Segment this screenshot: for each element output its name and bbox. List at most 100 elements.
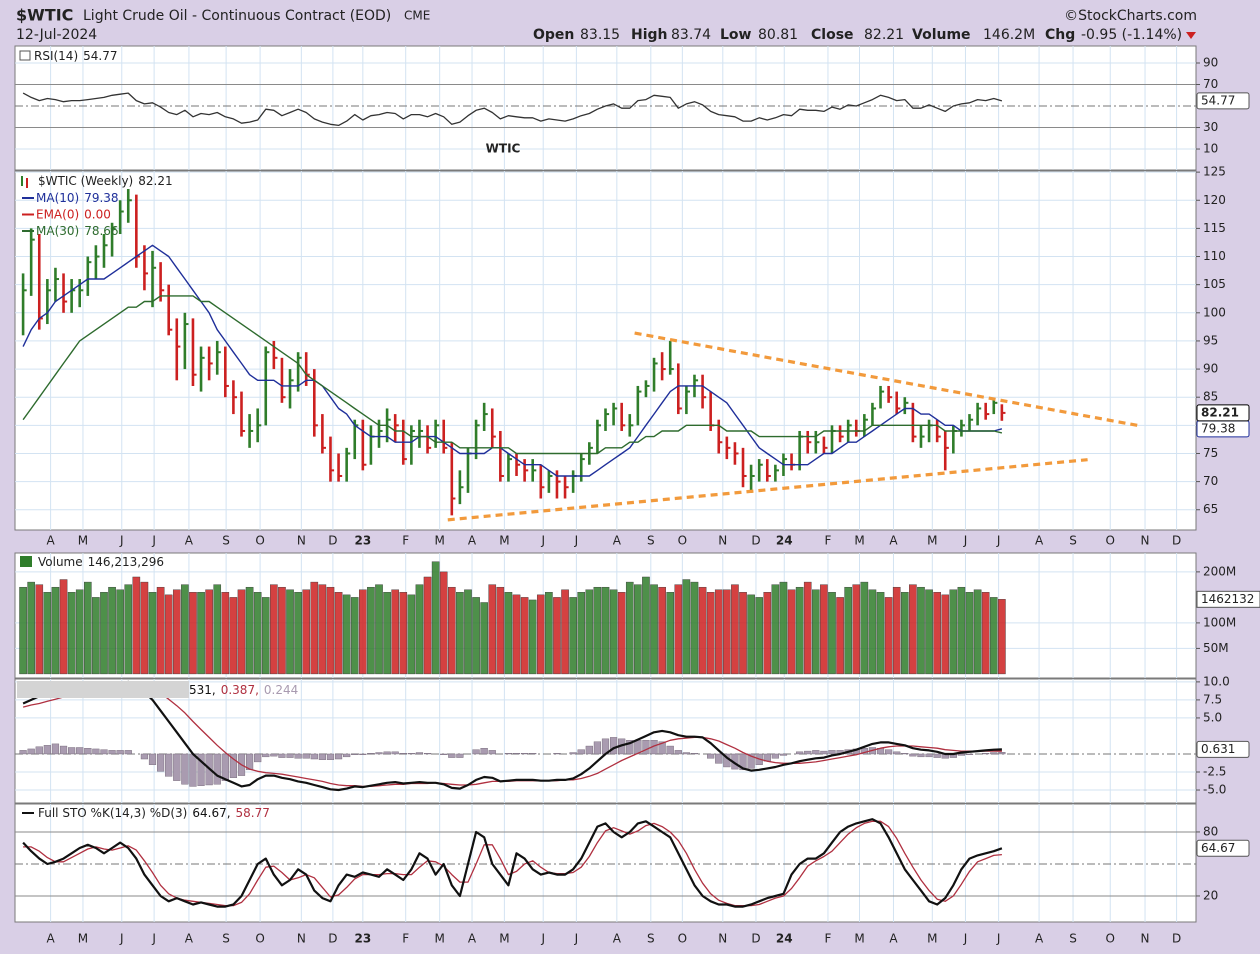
y-tick-label: -5.0: [1203, 783, 1226, 797]
volume-bar: [779, 581, 788, 675]
x-tick-label: D: [1172, 534, 1181, 548]
x-tick-label: M: [499, 932, 509, 946]
value-box-label: 64.67: [1201, 841, 1235, 855]
value-box-label: 54.77: [1201, 93, 1235, 107]
annotation: WTIC: [486, 142, 521, 156]
volume-bar: [261, 597, 270, 675]
volume-bar: [350, 597, 359, 675]
volume-bar: [876, 592, 885, 675]
volume-bar: [302, 589, 311, 675]
volume-bar: [682, 579, 691, 675]
volume-bar: [407, 594, 416, 675]
histogram-bar: [909, 753, 917, 757]
volume-bar: [132, 576, 141, 675]
volume-bar: [609, 589, 618, 675]
description: Light Crude Oil - Continuous Contract (E…: [83, 8, 391, 24]
line-series: [22, 295, 1003, 455]
histogram-bar: [682, 752, 690, 755]
volume-bar: [334, 592, 343, 675]
source: ©StockCharts.com: [1064, 8, 1197, 24]
histogram-bar: [448, 753, 456, 758]
volume-bar: [415, 584, 424, 675]
histogram-bar: [229, 753, 238, 778]
legend-text: MA(10): [36, 191, 79, 205]
x-tick-label: O: [255, 534, 264, 548]
histogram-bar: [375, 752, 383, 755]
histogram-bar: [642, 740, 650, 755]
panel: [14, 170, 1197, 531]
x-tick-label: S: [1069, 932, 1077, 946]
histogram-bar: [245, 753, 254, 771]
legend: Volume 146,213,296: [38, 555, 164, 569]
volume-bar: [488, 584, 497, 675]
x-tick-label: O: [1106, 534, 1115, 548]
volume-bar: [43, 592, 52, 675]
histogram-bar: [59, 745, 68, 755]
y-tick-label: 85: [1203, 390, 1218, 404]
histogram-bar: [965, 753, 974, 755]
legend-text: 79.38: [84, 191, 118, 205]
legend: MA(10) 79.38: [36, 191, 119, 205]
x-tick-label: A: [46, 534, 55, 548]
histogram-bar: [165, 753, 173, 777]
x-tick-label: D: [328, 932, 337, 946]
volume-bar: [989, 597, 998, 675]
x-tick-label: N: [718, 534, 727, 548]
volume-bar: [456, 592, 464, 675]
volume-bar: [553, 597, 561, 675]
y-tick-label: 120: [1203, 193, 1226, 207]
histogram-bar: [893, 751, 901, 755]
x-tick-label: J: [151, 932, 156, 946]
stat-value: 146.2M: [983, 27, 1035, 43]
volume-bar: [391, 589, 399, 675]
volume-bar: [755, 597, 763, 675]
legend-text: 0.244: [264, 683, 298, 697]
histogram-bar: [690, 753, 699, 755]
volume-bar: [852, 584, 861, 675]
x-tick-label: M: [434, 534, 444, 548]
histogram-bar: [512, 753, 521, 755]
y-tick-label: 200M: [1203, 564, 1236, 578]
x-tick-label: A: [889, 932, 898, 946]
exchange: CME: [404, 9, 430, 23]
x-tick-label: 23: [354, 534, 371, 548]
histogram-bar: [343, 753, 351, 758]
volume-bar: [108, 586, 116, 675]
y-tick-label: 90: [1203, 362, 1218, 376]
x-tick-label: A: [1035, 932, 1044, 946]
x-tick-label: F: [824, 534, 831, 548]
line-series: [22, 680, 1002, 792]
volume-bar: [981, 592, 990, 675]
volume-bar: [270, 584, 278, 675]
x-tick-label: J: [574, 534, 579, 548]
histogram-bar: [488, 750, 496, 755]
histogram-bar: [982, 753, 990, 755]
histogram-bar: [796, 751, 804, 755]
histogram-bar: [140, 753, 149, 760]
histogram-bar: [108, 750, 116, 755]
legend-text: 531,: [189, 683, 216, 697]
line-series: [22, 92, 1003, 127]
x-tick-label: J: [540, 932, 545, 946]
histogram-bar: [351, 753, 359, 755]
volume-bar: [634, 584, 642, 675]
histogram-bar: [84, 748, 92, 755]
volume-bar: [124, 584, 133, 675]
volume-bar: [973, 589, 982, 675]
y-tick-label: 75: [1203, 446, 1218, 460]
line-series: [22, 818, 1003, 908]
histogram-bar: [456, 753, 464, 758]
x-tick-label: N: [1141, 534, 1150, 548]
volume-bar: [803, 581, 812, 675]
legend-text: 82.21: [138, 174, 172, 188]
histogram-bar: [278, 753, 286, 758]
volume-bar: [763, 592, 772, 675]
x-tick-label: 24: [776, 534, 793, 548]
histogram-bar: [423, 753, 432, 755]
stat-value: 82.21: [864, 27, 904, 43]
down-arrow: [1186, 32, 1196, 39]
volume-bar: [35, 584, 44, 675]
stat-label: Chg: [1045, 27, 1075, 43]
x-tick-label: O: [1106, 932, 1115, 946]
